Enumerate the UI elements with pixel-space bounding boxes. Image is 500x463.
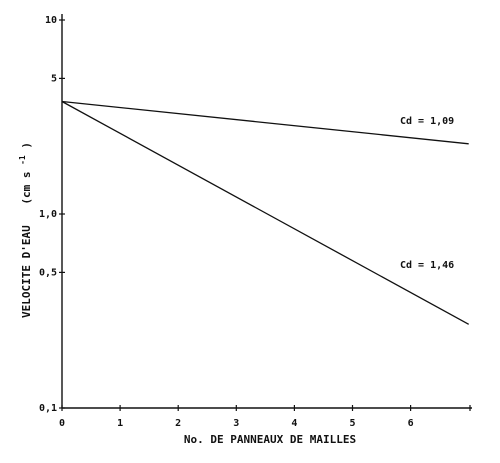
x-tick-label: 5 xyxy=(349,418,355,429)
series-line-2 xyxy=(61,100,470,325)
svg-text:VELOCITE D'EAU (cm s: VELOCITE D'EAU (cm s -1 ) xyxy=(15,142,33,318)
series-group: Cd = 1,09 Cd = 1,46 xyxy=(61,100,470,325)
x-tick-label: 1 xyxy=(117,418,123,429)
x-tick-label: 4 xyxy=(291,418,297,429)
y-axis-title: VELOCITE D'EAU xyxy=(20,225,33,318)
axes: 0,1 0,5 1,0 5 10 0 1 2 3 4 5 6 xyxy=(39,14,472,429)
y-tick-label: 10 xyxy=(45,15,57,26)
y-tick-label: 5 xyxy=(51,73,57,84)
x-tick-label: 0 xyxy=(59,418,65,429)
y-axis-title-group: VELOCITE D'EAU (cm s -1 ) xyxy=(15,142,33,318)
x-axis-title: No. DE PANNEAUX DE MAILLES xyxy=(184,433,356,446)
series-label-2: Cd = 1,46 xyxy=(400,260,454,271)
series-line-1 xyxy=(61,100,469,145)
x-tick-label: 2 xyxy=(175,418,181,429)
x-tick-label: 6 xyxy=(408,418,414,429)
y-axis-unit-exponent: -1 xyxy=(18,155,27,165)
y-tick-label: 0,5 xyxy=(39,267,57,278)
y-tick-label: 1,0 xyxy=(39,209,57,220)
x-tick-label: 3 xyxy=(233,418,239,429)
y-axis-unit: (cm s xyxy=(20,172,33,205)
y-tick-label: 0,1 xyxy=(39,403,57,414)
series-label-1: Cd = 1,09 xyxy=(400,116,454,127)
y-axis-unit-close: ) xyxy=(20,142,33,149)
